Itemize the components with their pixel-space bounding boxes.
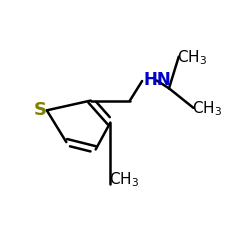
Text: CH$_3$: CH$_3$ xyxy=(192,100,222,118)
Text: S: S xyxy=(34,101,47,119)
Text: CH$_3$: CH$_3$ xyxy=(177,48,207,67)
Text: HN: HN xyxy=(143,71,171,89)
Text: CH$_3$: CH$_3$ xyxy=(109,171,139,189)
